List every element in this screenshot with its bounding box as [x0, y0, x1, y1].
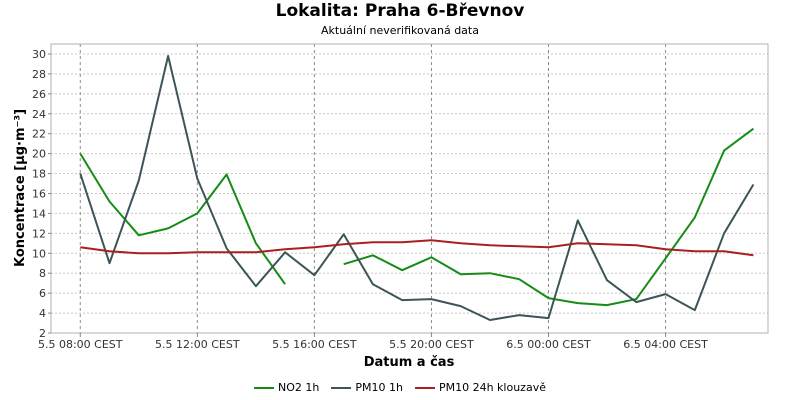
y-tick-label: 30 — [32, 48, 46, 61]
y-tick-label: 28 — [32, 68, 46, 81]
y-tick-label: 26 — [32, 88, 46, 101]
x-tick-label: 5.5 12:00 CEST — [155, 338, 240, 351]
y-tick-label: 12 — [32, 227, 46, 240]
legend-label: PM10 24h klouzavě — [438, 381, 546, 394]
x-tick-label: 5.5 16:00 CEST — [272, 338, 357, 351]
series-0 — [79, 127, 754, 307]
y-tick-label: 22 — [32, 128, 46, 141]
y-tick-label: 10 — [32, 247, 46, 260]
y-tick-label: 20 — [32, 148, 46, 161]
y-tick-label: 24 — [32, 108, 46, 121]
chart-title: Lokalita: Praha 6-Břevnov — [275, 1, 525, 21]
x-tick-label: 6.5 04:00 CEST — [623, 338, 708, 351]
grid — [51, 44, 768, 334]
y-tick-label: 18 — [32, 168, 46, 181]
legend-swatch — [254, 386, 275, 389]
y-tick-label: 2 — [39, 327, 46, 340]
x-axis-ticks: 5.5 08:00 CEST 5.5 12:00 CEST 5.5 16:00 CE… — [38, 333, 708, 351]
chart-subtitle: Aktuální neverifikovaná data — [321, 24, 479, 37]
legend-item: PM10 1h — [331, 381, 403, 394]
x-tick-label: 5.5 08:00 CEST — [38, 338, 123, 351]
y-tick-label: 6 — [39, 287, 46, 300]
legend-swatch — [331, 386, 352, 389]
y-axis-label: Koncentrace [µg·m⁻³] — [13, 109, 28, 267]
series-2 — [80, 239, 754, 257]
series-line — [79, 153, 286, 285]
legend: NO2 1h PM10 1h PM10 24h klouzavě — [0, 381, 800, 394]
x-tick-label: 6.5 00:00 CEST — [506, 338, 591, 351]
x-tick-label: 5.5 20:00 CEST — [389, 338, 474, 351]
series-line — [79, 55, 755, 321]
series-line — [80, 239, 754, 257]
y-tick-label: 16 — [32, 187, 46, 200]
legend-swatch — [414, 386, 435, 389]
y-tick-label: 4 — [39, 307, 46, 320]
series-layer — [79, 55, 755, 321]
legend-label: PM10 1h — [355, 381, 403, 394]
plot-area — [50, 43, 769, 334]
x-axis-label: Datum a čas — [364, 355, 455, 370]
legend-item: PM10 24h klouzavě — [414, 381, 546, 394]
y-tick-label: 14 — [32, 207, 46, 220]
y-tick-label: 8 — [39, 267, 46, 280]
series-1 — [79, 55, 755, 321]
series-line — [343, 127, 754, 307]
legend-label: NO2 1h — [278, 381, 320, 394]
legend-item: NO2 1h — [254, 381, 319, 394]
